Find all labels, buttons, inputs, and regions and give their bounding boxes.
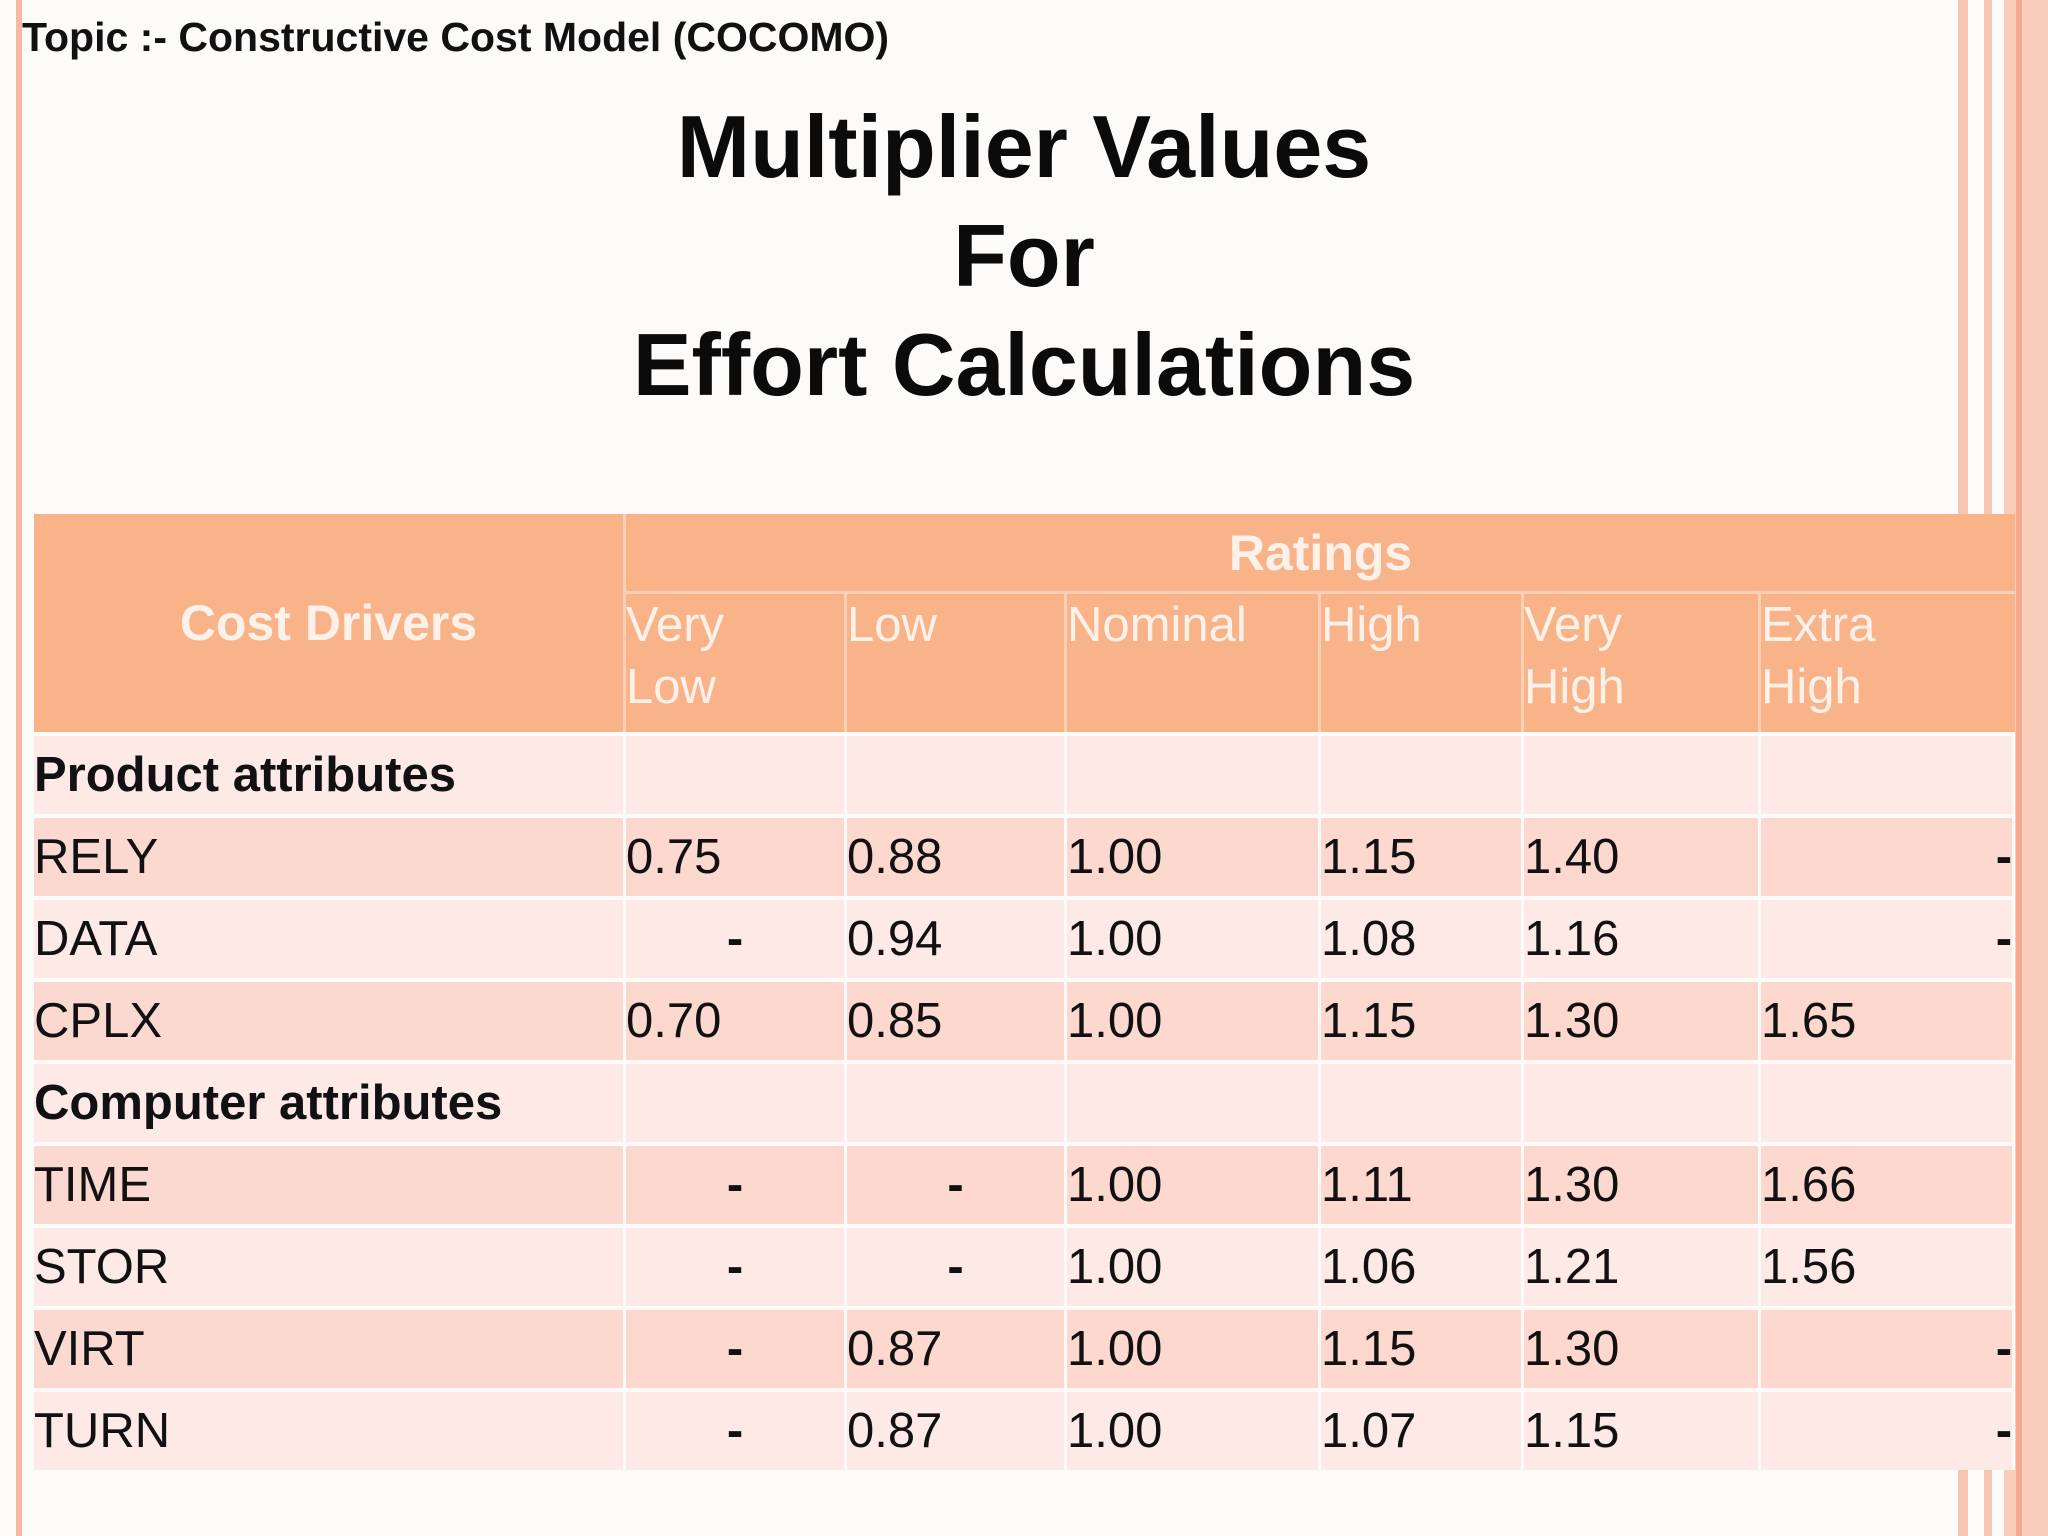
multiplier-cell: 1.66 — [1761, 1142, 2016, 1224]
right-border-stripe — [2016, 0, 2022, 1536]
multiplier-cell: 1.00 — [1067, 1224, 1321, 1306]
empty-cell — [626, 1060, 847, 1142]
multiplier-cell: 1.00 — [1067, 896, 1321, 978]
topic-heading: Topic :- Constructive Cost Model (COCOMO… — [22, 14, 890, 60]
multiplier-cell: - — [626, 1224, 847, 1306]
multiplier-cell: 1.15 — [1321, 1306, 1524, 1388]
table-row: VIRT -0.87 1.00 1.15 1.30- — [34, 1306, 2016, 1388]
empty-cell — [1067, 1060, 1321, 1142]
multiplier-cell: 1.16 — [1524, 896, 1761, 978]
multiplier-cell: - — [626, 1142, 847, 1224]
multiplier-cell: 0.87 — [847, 1306, 1067, 1388]
multiplier-cell: - — [1761, 896, 2016, 978]
table-row: RELY 0.75 0.88 1.00 1.15 1.40- — [34, 814, 2016, 896]
section-label: Computer attributes — [34, 1060, 626, 1142]
multiplier-cell: 0.88 — [847, 814, 1067, 896]
rating-column-header: Very High — [1524, 594, 1761, 732]
rating-column-header: Extra High — [1761, 594, 2016, 732]
title-line: Multiplier Values — [676, 97, 1372, 196]
multiplier-cell: 1.00 — [1067, 1306, 1321, 1388]
rating-column-header: Very Low — [626, 594, 847, 732]
driver-name: TURN — [34, 1388, 626, 1470]
multiplier-table: Cost Drivers Ratings Very Low Low Nominal… — [34, 514, 2016, 1470]
multiplier-cell: 0.85 — [847, 978, 1067, 1060]
rating-columns: Very Low Low Nominal High Very High Extra H… — [34, 594, 2016, 732]
empty-cell — [1761, 732, 2016, 814]
empty-cell — [1524, 732, 1761, 814]
multiplier-cell: 0.94 — [847, 896, 1067, 978]
multiplier-cell: 0.87 — [847, 1388, 1067, 1470]
multiplier-cell: - — [1761, 1306, 2016, 1388]
cost-drivers-header: Cost Drivers — [34, 514, 626, 732]
empty-cell — [847, 1060, 1067, 1142]
multiplier-cell: - — [847, 1224, 1067, 1306]
multiplier-cell: 1.15 — [1321, 978, 1524, 1060]
empty-cell — [1321, 732, 1524, 814]
multiplier-cell: 1.15 — [1524, 1388, 1761, 1470]
rating-column-header: Nominal — [1067, 594, 1321, 732]
driver-name: VIRT — [34, 1306, 626, 1388]
multiplier-cell: 1.21 — [1524, 1224, 1761, 1306]
multiplier-cell: 0.75 — [626, 814, 847, 896]
multiplier-cell: 1.00 — [1067, 1142, 1321, 1224]
multiplier-cell: 1.00 — [1067, 814, 1321, 896]
multiplier-cell: 1.00 — [1067, 1388, 1321, 1470]
multiplier-cell: - — [1761, 1388, 2016, 1470]
empty-cell — [626, 732, 847, 814]
ratings-header: Ratings — [626, 514, 2016, 594]
driver-name: RELY — [34, 814, 626, 896]
multiplier-cell: 1.00 — [1067, 978, 1321, 1060]
left-border-stripe — [16, 0, 22, 1536]
driver-name: DATA — [34, 896, 626, 978]
title-line: Effort Calculations — [632, 315, 1416, 414]
multiplier-cell: - — [1761, 814, 2016, 896]
multiplier-cell: - — [626, 896, 847, 978]
table-row: CPLX 0.70 0.85 1.00 1.15 1.30 1.65 — [34, 978, 2016, 1060]
title-line: For — [953, 206, 1095, 305]
multiplier-cell: 1.07 — [1321, 1388, 1524, 1470]
table-row: TURN -0.87 1.00 1.07 1.15- — [34, 1388, 2016, 1470]
multiplier-cell: 0.70 — [626, 978, 847, 1060]
multiplier-cell: - — [626, 1306, 847, 1388]
empty-cell — [847, 732, 1067, 814]
driver-name: STOR — [34, 1224, 626, 1306]
multiplier-cell: - — [847, 1142, 1067, 1224]
empty-cell — [1524, 1060, 1761, 1142]
slide-title: Multiplier Values For Effort Calculation… — [0, 92, 2048, 419]
driver-name: CPLX — [34, 978, 626, 1060]
driver-name: TIME — [34, 1142, 626, 1224]
section-label: Product attributes — [34, 732, 626, 814]
multiplier-cell: 1.56 — [1761, 1224, 2016, 1306]
multiplier-cell: 1.30 — [1524, 1306, 1761, 1388]
rating-column-header: Low — [847, 594, 1067, 732]
multiplier-cell: 1.30 — [1524, 978, 1761, 1060]
empty-cell — [1321, 1060, 1524, 1142]
multiplier-cell: 1.11 — [1321, 1142, 1524, 1224]
multiplier-cell: 1.15 — [1321, 814, 1524, 896]
rating-column-header: High — [1321, 594, 1524, 732]
multiplier-cell: 1.40 — [1524, 814, 1761, 896]
multiplier-cell: 1.65 — [1761, 978, 2016, 1060]
multiplier-cell: 1.08 — [1321, 896, 1524, 978]
table-row: STOR - -1.00 1.06 1.21 1.56 — [34, 1224, 2016, 1306]
table-body: Product attributes RELY 0.75 0.88 1.00 1.15 1.… — [34, 732, 2016, 1470]
multiplier-cell: 1.06 — [1321, 1224, 1524, 1306]
empty-cell — [1761, 1060, 2016, 1142]
empty-cell — [1067, 732, 1321, 814]
section-row: Product attributes — [34, 732, 2016, 814]
multiplier-cell: - — [626, 1388, 847, 1470]
multiplier-cell: 1.30 — [1524, 1142, 1761, 1224]
table-row: DATA -0.94 1.00 1.08 1.16- — [34, 896, 2016, 978]
section-row: Computer attributes — [34, 1060, 2016, 1142]
table-row: TIME - -1.00 1.11 1.30 1.66 — [34, 1142, 2016, 1224]
